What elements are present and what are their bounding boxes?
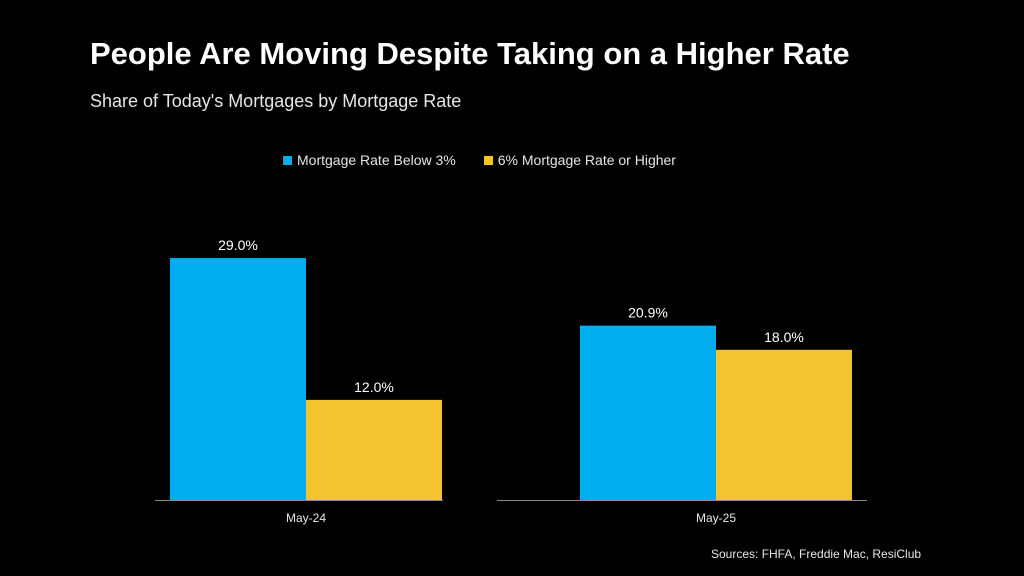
data-label-below-3-may-24: 29.0%: [218, 237, 258, 253]
bar-below-3-may-24: [170, 258, 306, 500]
data-label-6-or-higher-may-25: 18.0%: [764, 329, 804, 345]
legend-item-6-or-higher: 6% Mortgage Rate or Higher: [483, 152, 676, 168]
bar-6-or-higher-may-25: [716, 349, 852, 500]
legend-label-below-3: Mortgage Rate Below 3%: [297, 152, 456, 168]
legend-item-below-3: Mortgage Rate Below 3%: [283, 152, 456, 168]
data-label-6-or-higher-may-24: 12.0%: [354, 379, 394, 395]
chart-legend: Mortgage Rate Below 3% 6% Mortgage Rate …: [283, 152, 704, 168]
x-tick-label-may-25: May-25: [696, 511, 736, 525]
bar-below-3-may-25: [580, 325, 716, 500]
chart-subtitle: Share of Today's Mortgages by Mortgage R…: [90, 91, 462, 111]
chart-title: People Are Moving Despite Taking on a Hi…: [90, 36, 850, 71]
legend-swatch-6-or-higher: [483, 155, 493, 165]
data-label-below-3-may-25: 20.9%: [628, 305, 668, 321]
bar-6-or-higher-may-24: [306, 399, 442, 500]
x-tick-label-may-24: May-24: [286, 511, 326, 525]
legend-label-6-or-higher: 6% Mortgage Rate or Higher: [497, 152, 676, 168]
legend-swatch-below-3: [283, 155, 292, 165]
source-note: Sources: FHFA, Freddie Mac, ResiClub: [711, 547, 922, 561]
